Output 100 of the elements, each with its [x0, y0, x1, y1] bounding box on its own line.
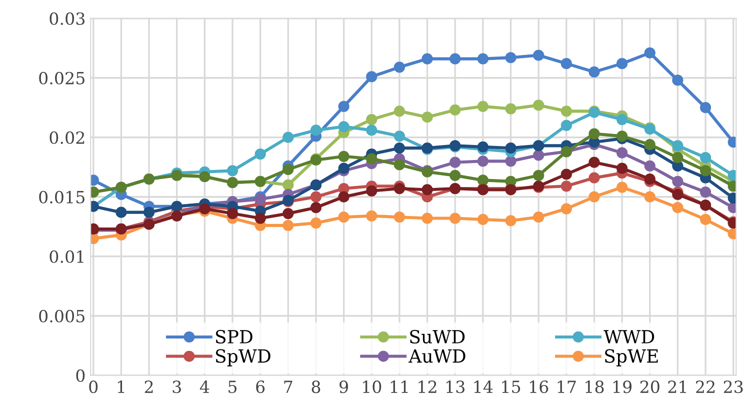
point — [394, 62, 406, 73]
x-tick-label: 22 — [696, 380, 714, 393]
point — [366, 210, 378, 222]
point — [394, 182, 406, 194]
point — [338, 121, 350, 132]
point — [560, 120, 572, 132]
point — [700, 214, 712, 226]
point — [450, 53, 461, 64]
point — [533, 170, 544, 181]
point — [588, 128, 600, 140]
point — [282, 132, 294, 143]
point — [394, 106, 406, 117]
point — [477, 53, 488, 64]
point — [450, 212, 461, 224]
point — [505, 103, 516, 114]
point — [700, 165, 712, 176]
point — [644, 191, 656, 202]
point — [422, 53, 433, 64]
point — [310, 202, 322, 214]
x-tick-label: 1 — [118, 380, 124, 393]
point — [226, 208, 238, 220]
point — [533, 212, 544, 223]
point — [505, 142, 516, 154]
x-tick-label: 0 — [89, 380, 98, 394]
x-tick-label: 14 — [474, 380, 493, 393]
y-tick-label: 0.03 — [50, 12, 84, 25]
point — [700, 102, 712, 114]
point — [560, 58, 572, 70]
point — [310, 217, 322, 229]
point — [588, 172, 600, 184]
legend-label: WWD — [604, 330, 654, 344]
x-tick-label: 18 — [586, 380, 604, 394]
point — [394, 130, 406, 142]
point — [366, 114, 378, 126]
point — [533, 50, 544, 61]
point — [644, 138, 656, 150]
x-tick-label: 23 — [724, 380, 743, 394]
point — [672, 188, 684, 200]
point — [366, 71, 378, 82]
point — [282, 220, 294, 231]
point — [588, 66, 600, 78]
point — [672, 202, 684, 214]
y-tick-label: 0.02 — [50, 131, 84, 144]
point — [254, 212, 266, 224]
x-tick-label: 8 — [312, 380, 320, 394]
point — [366, 124, 378, 136]
point — [116, 206, 127, 218]
point — [282, 179, 294, 191]
point — [310, 124, 322, 136]
point — [616, 162, 628, 174]
point — [588, 156, 600, 168]
x-tick-label: 6 — [256, 380, 265, 394]
point — [672, 176, 684, 187]
point — [644, 47, 656, 58]
point — [477, 214, 488, 226]
x-tick-label: 20 — [640, 380, 660, 394]
x-tick-label: 12 — [418, 380, 436, 393]
x-tick-label: 15 — [502, 380, 520, 394]
x-tick-label: 7 — [284, 380, 292, 393]
point — [616, 182, 628, 193]
y-tick-label: 0.01 — [50, 250, 84, 263]
point — [394, 142, 406, 154]
x-tick-label: 5 — [228, 380, 237, 394]
point — [477, 174, 488, 186]
y-tick-label: 0.005 — [39, 310, 84, 322]
legend-label: AuWD — [408, 349, 466, 363]
legend-label: SpWD — [216, 349, 270, 366]
point — [450, 104, 461, 116]
point — [533, 150, 544, 161]
x-tick-label: 10 — [363, 380, 382, 394]
point — [338, 100, 350, 112]
x-tick-label: 17 — [558, 380, 576, 393]
point — [394, 212, 406, 223]
point — [616, 147, 628, 158]
point — [700, 186, 712, 198]
x-tick-label: 16 — [530, 380, 548, 394]
point — [644, 160, 656, 172]
point — [616, 58, 628, 70]
y-tick-label: 0 — [76, 369, 85, 382]
x-tick-label: 19 — [613, 380, 632, 394]
point — [338, 212, 350, 223]
point — [422, 212, 433, 224]
point — [282, 164, 294, 176]
point — [422, 112, 433, 123]
point — [588, 191, 600, 202]
point — [394, 159, 406, 170]
x-tick-label: 4 — [200, 380, 210, 393]
point — [533, 100, 544, 111]
point — [505, 156, 516, 167]
legend-label: SPD — [216, 330, 252, 344]
point — [254, 148, 266, 160]
y-tick-label: 0.025 — [39, 72, 84, 84]
point — [560, 180, 572, 192]
point — [366, 153, 378, 164]
point — [616, 130, 628, 142]
point — [560, 168, 572, 180]
point — [505, 215, 516, 226]
point — [338, 191, 350, 202]
point — [477, 156, 488, 167]
point — [700, 152, 712, 164]
